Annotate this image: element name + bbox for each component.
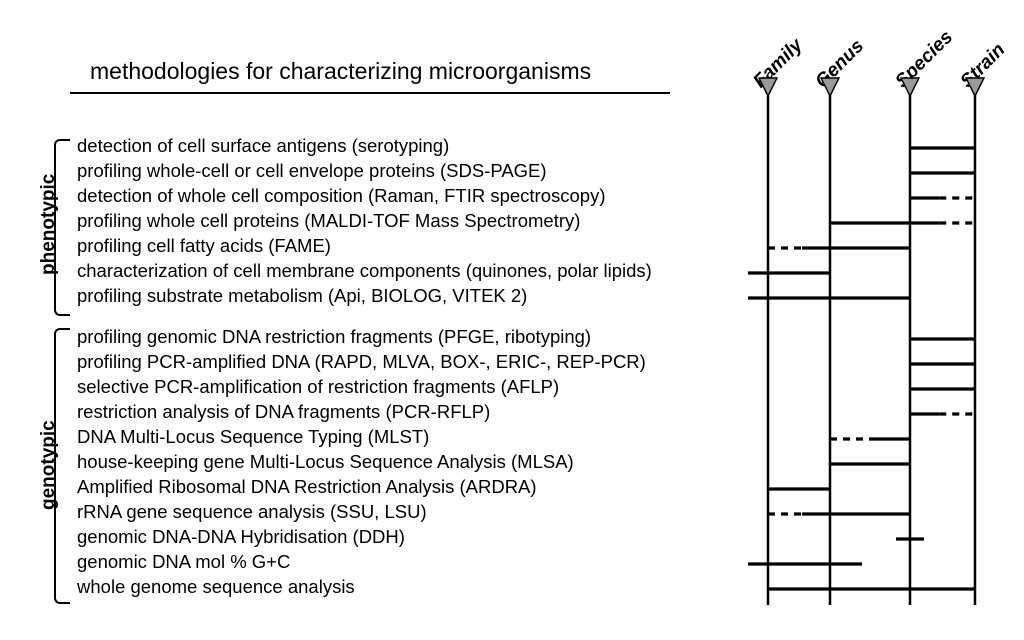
diagram-container: { "title": "methodologies for characteri… [0,0,1024,640]
range-grid [0,0,1024,640]
